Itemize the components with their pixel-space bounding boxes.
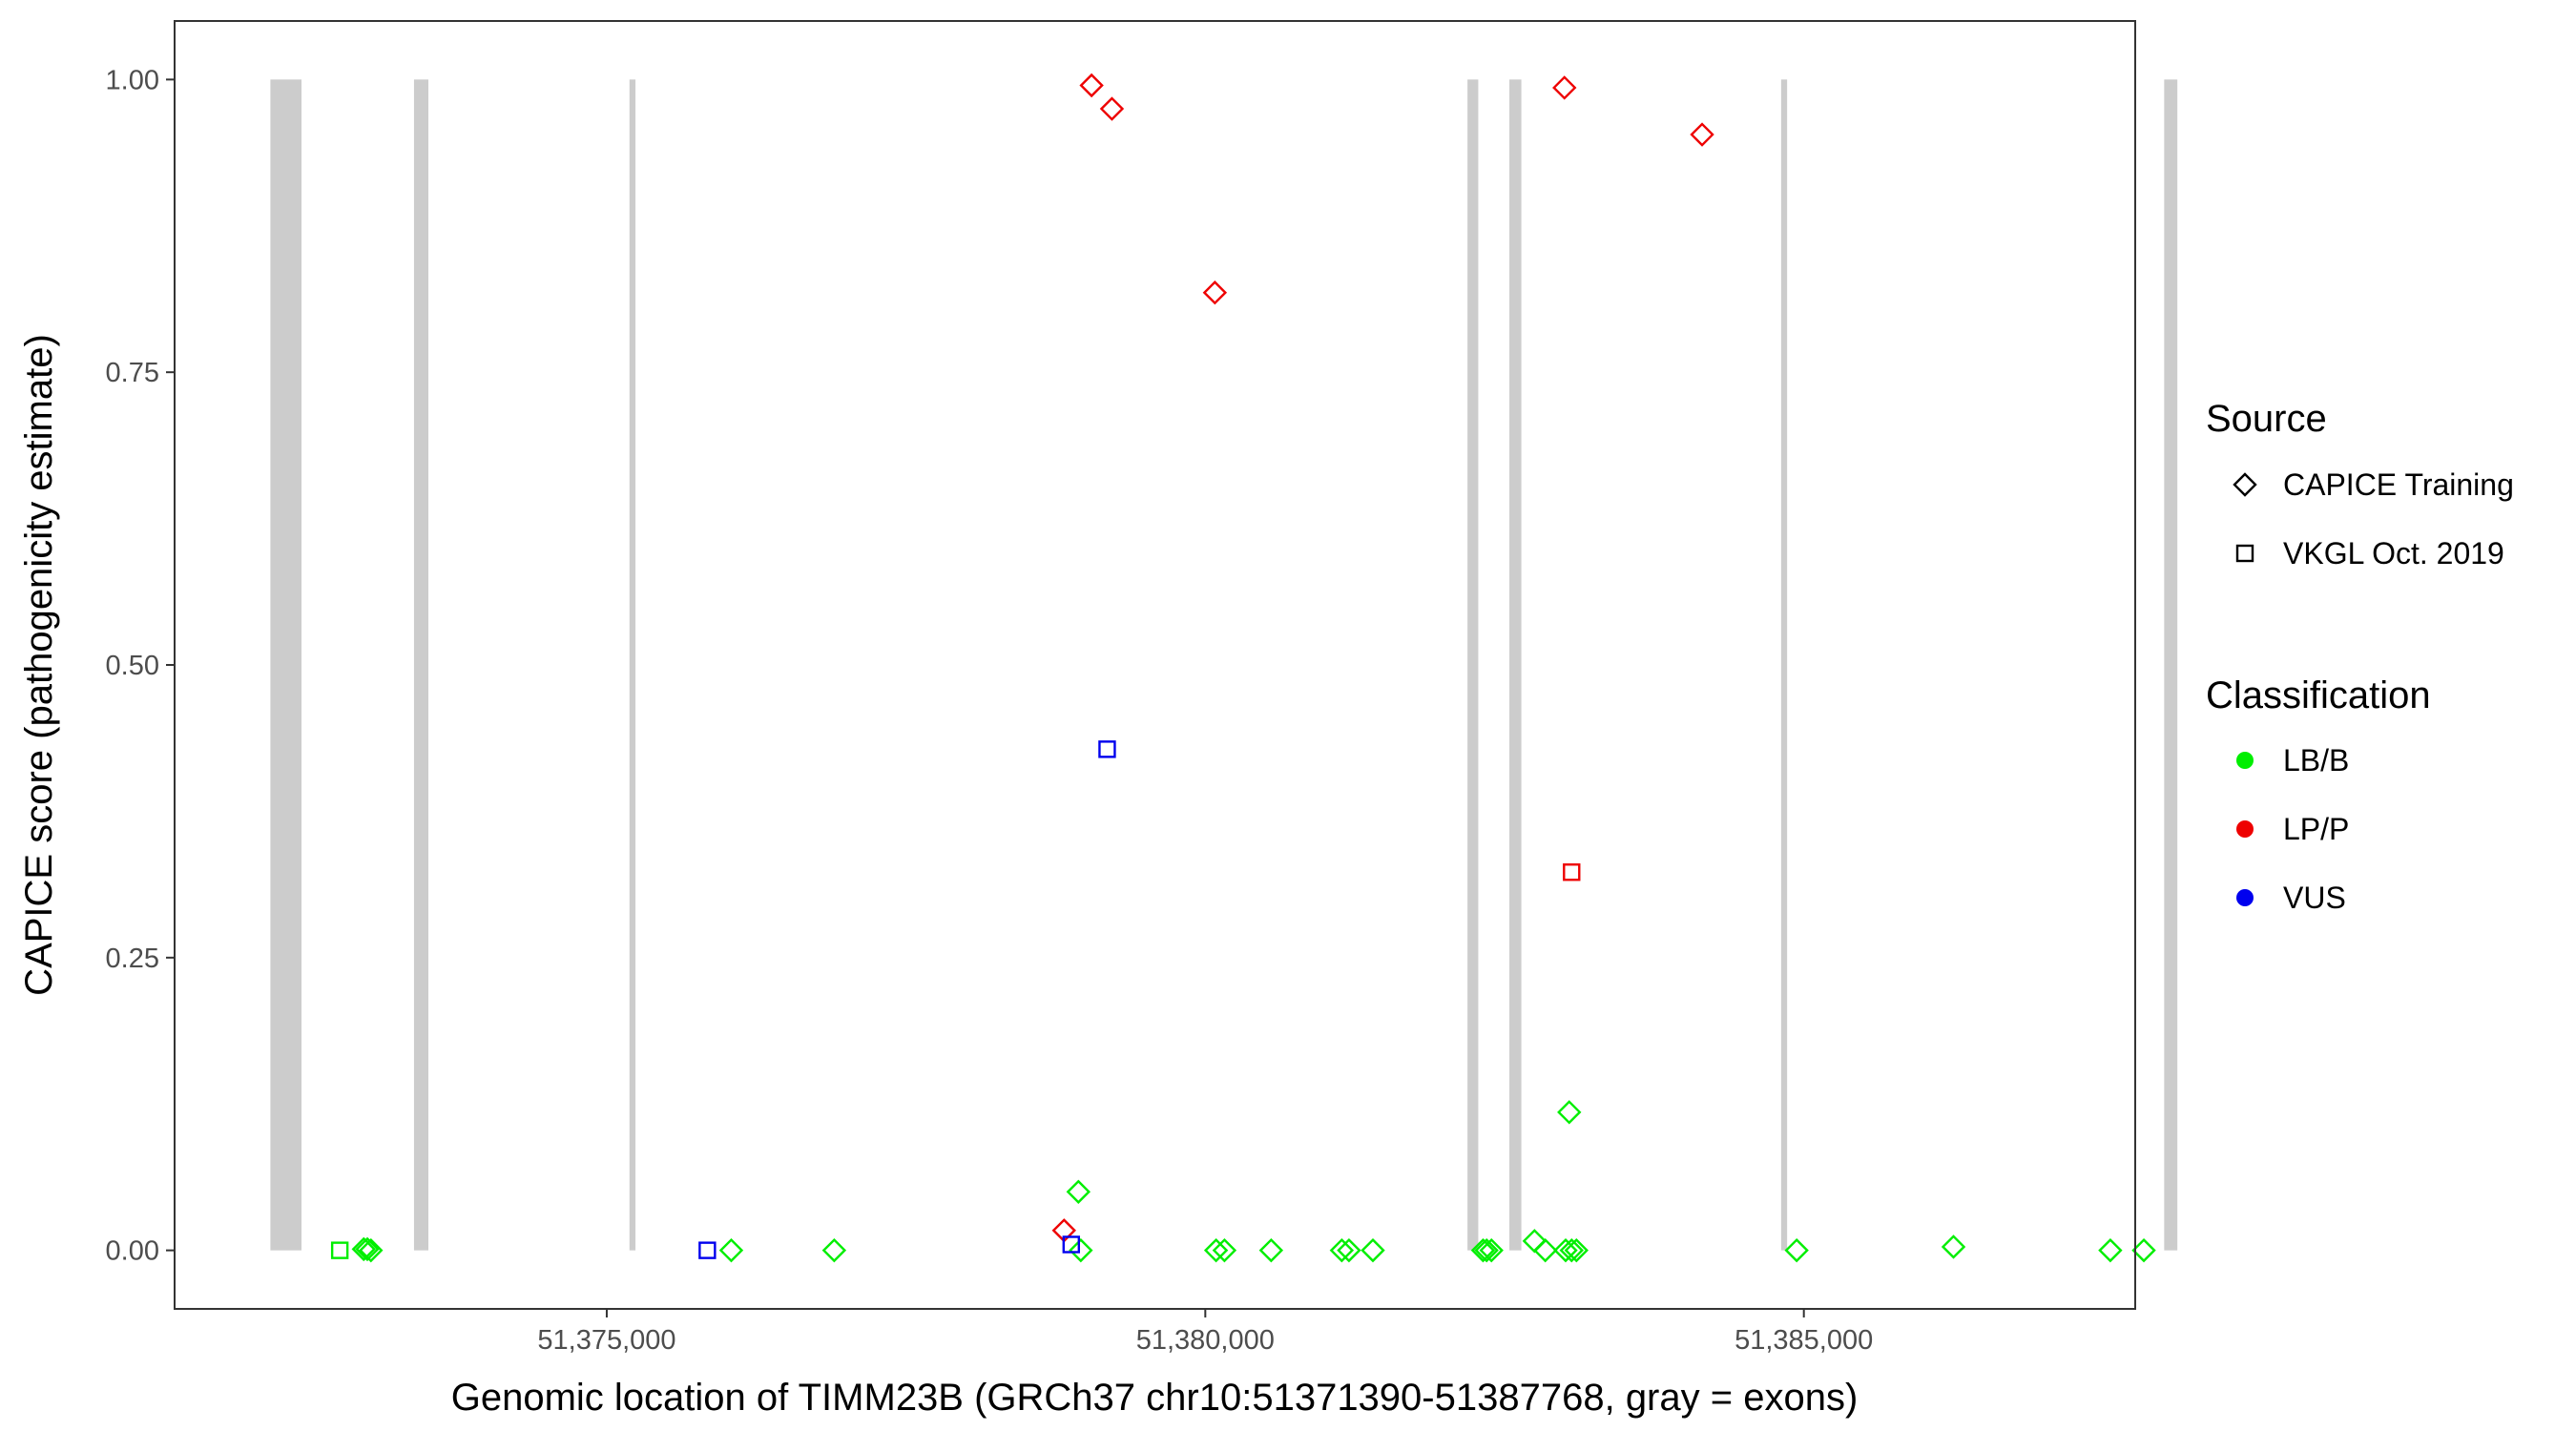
point-square-vus	[1062, 1235, 1080, 1254]
point-diamond-lbb	[1784, 1237, 1809, 1263]
point-square-vus	[1098, 740, 1116, 758]
x-axis: 51,375,000 51,380,000 51,385,000	[537, 1309, 1873, 1356]
x-tick-label: 51,375,000	[537, 1325, 675, 1356]
point-diamond-lbb	[718, 1237, 744, 1263]
exon-band-3	[629, 79, 636, 1251]
x-tick-label: 51,380,000	[1136, 1325, 1275, 1356]
point-diamond-lbb	[2098, 1237, 2123, 1263]
x-axis-title: Genomic location of TIMM23B (GRCh37 chr1…	[451, 1377, 1859, 1419]
legend: Source CAPICE Training VKGL Oct. 2019 Cl…	[2206, 398, 2514, 915]
point-diamond-lpp	[1690, 122, 1714, 147]
point-square-lpp	[1563, 863, 1581, 881]
legend-label-vkgl: VKGL Oct. 2019	[2283, 536, 2504, 570]
exon-band-7	[2164, 79, 2178, 1251]
y-tick-label: 0.75	[106, 358, 159, 388]
point-diamond-lbb	[1474, 1237, 1499, 1263]
point-diamond-lbb	[1361, 1237, 1385, 1263]
point-diamond-lbb	[359, 1237, 384, 1263]
exon-band-5	[1509, 79, 1522, 1251]
point-diamond-lbb	[1553, 1237, 1578, 1263]
point-diamond-lpp	[1552, 75, 1577, 100]
point-diamond-lbb	[1337, 1237, 1361, 1263]
exon-band-2	[413, 79, 429, 1251]
point-diamond-lbb	[1557, 1100, 1582, 1125]
point-diamond-lbb	[2131, 1237, 2156, 1263]
point-diamond-lbb	[1941, 1234, 1966, 1259]
exon-band-4	[1467, 79, 1479, 1251]
legend-label-lbb: LB/B	[2283, 743, 2349, 778]
y-tick-label: 0.25	[106, 944, 159, 974]
point-diamond-lpp	[1099, 96, 1125, 121]
point-diamond-lbb	[1203, 1237, 1229, 1263]
point-diamond-lbb	[351, 1236, 376, 1262]
legend-key-vus	[2236, 889, 2254, 906]
x-tick-label: 51,385,000	[1735, 1325, 1873, 1356]
point-diamond-lbb	[1258, 1237, 1284, 1263]
point-diamond-lbb	[1479, 1237, 1504, 1263]
point-diamond-lpp	[1202, 280, 1228, 305]
exon-band-1	[270, 79, 302, 1251]
point-diamond-lbb	[1069, 1237, 1093, 1263]
point-square-lbb	[330, 1241, 349, 1259]
y-tick-label: 1.00	[106, 65, 159, 95]
legend-label-lpp: LP/P	[2283, 812, 2349, 846]
point-diamond-lbb	[355, 1236, 380, 1262]
legend-label-capice-training: CAPICE Training	[2283, 467, 2514, 502]
point-diamond-lbb	[1066, 1179, 1091, 1204]
legend-title-source: Source	[2206, 398, 2327, 440]
exon-band-6	[1780, 79, 1788, 1251]
y-tick-label: 0.50	[106, 651, 159, 681]
y-axis: 0.00 0.25 0.50 0.75 1.00	[106, 65, 175, 1267]
point-diamond-lbb	[821, 1237, 847, 1263]
legend-title-classification: Classification	[2206, 674, 2431, 716]
exon-bands	[270, 79, 2178, 1251]
legend-key-square	[2235, 544, 2254, 563]
legend-key-diamond	[2233, 472, 2257, 497]
point-diamond-lbb	[1564, 1237, 1589, 1263]
point-diamond-lbb	[1470, 1237, 1496, 1263]
point-diamond-lbb	[1329, 1237, 1355, 1263]
legend-key-lpp	[2236, 820, 2254, 838]
y-axis-title: CAPICE score (pathogenicity estimate)	[18, 334, 60, 996]
point-square-vus	[698, 1241, 717, 1259]
legend-label-vus: VUS	[2283, 881, 2346, 915]
point-diamond-lbb	[1532, 1237, 1558, 1263]
point-diamond-lbb	[1559, 1237, 1584, 1263]
point-diamond-lpp	[1079, 73, 1104, 98]
y-tick-label: 0.00	[106, 1236, 159, 1267]
point-diamond-lbb	[1212, 1237, 1237, 1263]
legend-key-lbb	[2236, 752, 2254, 769]
data-points	[330, 73, 2156, 1263]
